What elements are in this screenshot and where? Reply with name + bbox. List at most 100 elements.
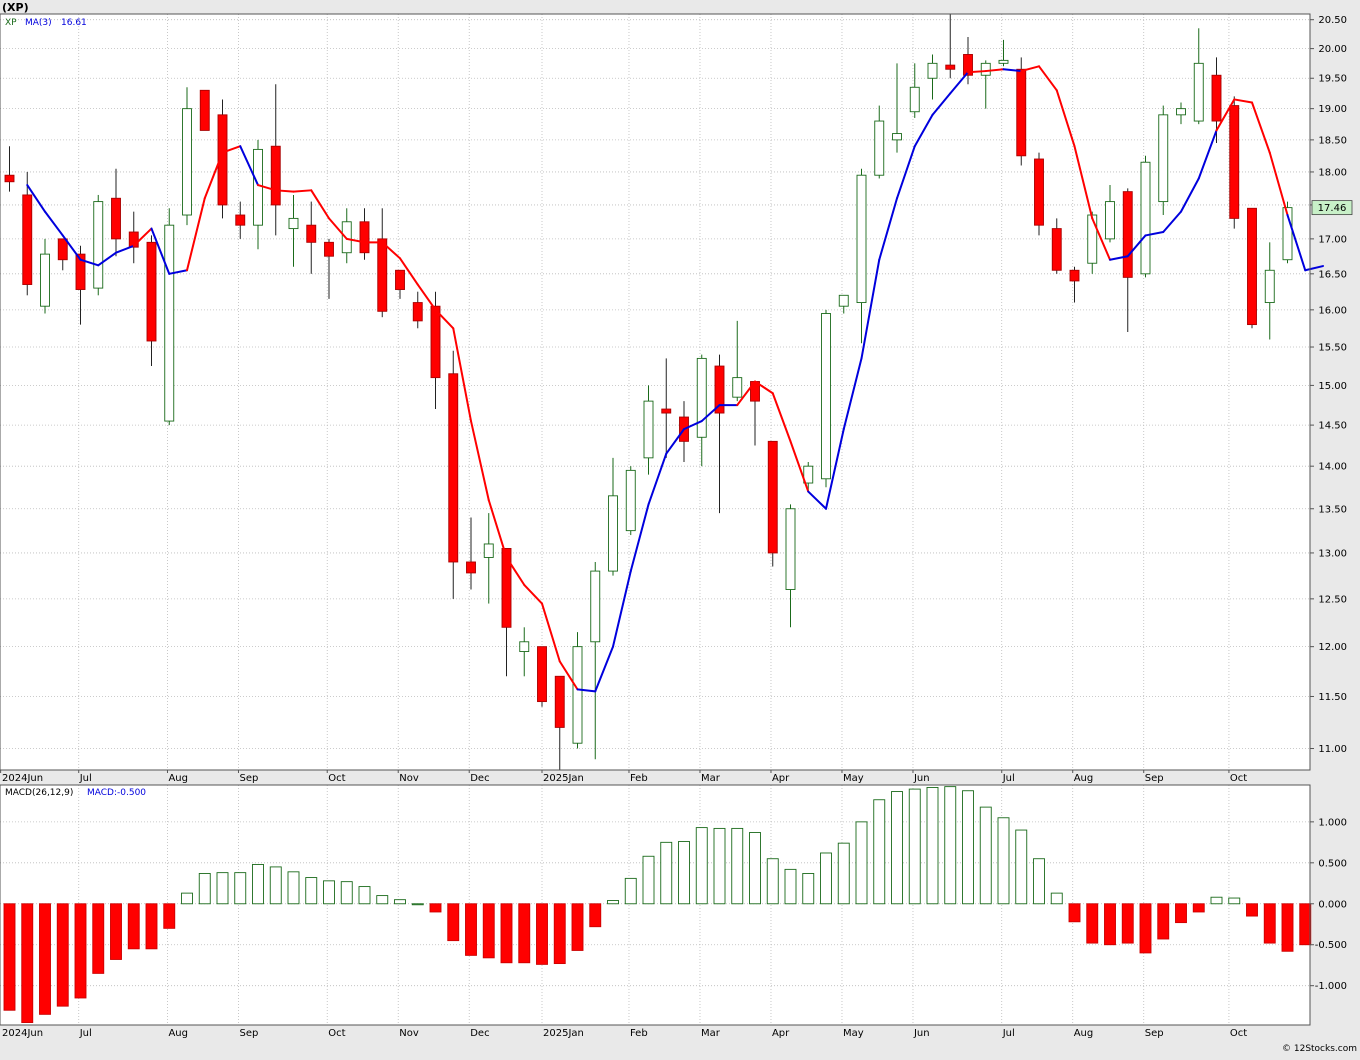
ma-segment <box>239 145 259 187</box>
candle-body <box>1140 161 1151 275</box>
candle <box>838 294 849 314</box>
ma-segment <box>44 210 64 237</box>
ma-segment <box>896 145 916 200</box>
candle <box>1229 96 1240 229</box>
macd-bar <box>92 903 105 974</box>
price-grid <box>0 14 1310 770</box>
x-tick-label: Nov <box>399 1028 419 1039</box>
macd-bar <box>340 881 353 905</box>
macd-bar <box>944 786 957 905</box>
price-y-axis: 20.5020.0019.5019.0018.5018.0017.5017.00… <box>1310 15 1347 755</box>
macd-bar <box>749 832 761 905</box>
candle-body <box>945 64 956 70</box>
ma-segment <box>168 269 188 275</box>
candle-body <box>892 133 902 141</box>
macd-bar <box>269 866 282 905</box>
candle-body <box>483 543 494 558</box>
chart-title: (XP) <box>2 1 29 14</box>
macd-tick-label: -0.500 <box>1315 940 1347 951</box>
macd-x-axis: 2024Jun Jul Aug Sep Oct Nov Dec 2025Jan Feb Mar Ap… <box>2 1028 1247 1039</box>
candle <box>483 513 494 604</box>
ma-segment <box>132 227 153 247</box>
candle <box>57 238 68 271</box>
ma-segment <box>1020 65 1040 73</box>
x-tick-label: Dec <box>470 773 489 784</box>
ma-segment <box>683 420 703 431</box>
macd-bar <box>784 868 797 905</box>
macd-tick-label: -1.000 <box>1315 981 1347 992</box>
candle-body <box>856 174 867 304</box>
candle-body <box>980 62 991 76</box>
macd-bar <box>358 886 371 905</box>
candle-body <box>93 201 104 289</box>
macd-bar <box>1015 829 1028 905</box>
macd-bar <box>1104 903 1116 946</box>
ma-segment <box>328 217 348 240</box>
x-tick-label: Sep <box>1145 1028 1164 1039</box>
price-tick-label: 13.50 <box>1318 504 1347 515</box>
macd-bar <box>962 790 974 905</box>
candle <box>1158 105 1169 216</box>
ma-segment <box>807 490 827 510</box>
candle <box>1016 57 1027 166</box>
ma-segment <box>558 660 579 691</box>
macd-bar <box>39 903 51 1015</box>
price-tick-label: 16.00 <box>1318 305 1347 316</box>
x-tick-label: May <box>843 773 864 784</box>
x-tick-label: Apr <box>772 1028 790 1039</box>
candle-body <box>1069 269 1080 282</box>
last-price-box <box>1311 200 1353 216</box>
ma-segment <box>452 327 472 423</box>
ma-segment <box>310 189 330 220</box>
legend-ma: MA(3) <box>25 18 52 28</box>
candle <box>927 54 938 100</box>
candle-body <box>448 373 459 563</box>
candle-body <box>838 294 849 307</box>
macd-bar <box>500 903 513 964</box>
x-tick-label: Sep <box>1145 773 1164 784</box>
macd-bar <box>518 903 531 964</box>
macd-bar <box>802 873 815 905</box>
candle-body <box>128 231 139 248</box>
ma-segment <box>629 503 650 573</box>
candle-body <box>767 440 778 554</box>
ma-segment <box>1091 217 1111 261</box>
macd-bar <box>127 903 140 950</box>
x-tick-label: Aug <box>168 773 188 784</box>
candle-body <box>1247 207 1257 326</box>
x-tick-label: 2025Jan <box>543 773 584 784</box>
ma-segment <box>949 71 969 95</box>
x-tick-label: Dec <box>470 1028 489 1039</box>
macd-panel-border <box>0 784 1311 1026</box>
x-tick-label: Jul <box>79 773 92 784</box>
candle-body <box>998 59 1009 64</box>
candle-body <box>696 357 707 438</box>
candle-body <box>40 253 50 307</box>
candle-body <box>217 114 228 206</box>
ma-segment <box>754 380 774 395</box>
candle <box>288 194 299 267</box>
candle <box>909 63 920 118</box>
legend-ma-value: 16.61 <box>61 18 87 28</box>
macd-bar <box>713 827 726 905</box>
price-tick-label: 18.50 <box>1318 135 1347 146</box>
x-tick-label: Apr <box>772 773 790 784</box>
x-tick-label: Jun <box>913 1028 930 1039</box>
candle-body <box>554 675 565 728</box>
candle <box>306 201 317 274</box>
candle-body <box>927 62 938 79</box>
candle <box>821 309 831 488</box>
x-tick-label: Sep <box>239 1028 258 1039</box>
macd-bar <box>908 788 921 905</box>
candle <box>93 194 104 296</box>
ma-segment <box>612 570 632 648</box>
candle <box>1034 152 1044 236</box>
ma-segment <box>913 113 934 148</box>
candle-body <box>1087 214 1098 264</box>
macd-bar <box>447 903 460 942</box>
macd-bar <box>429 903 442 913</box>
candle <box>448 350 459 599</box>
candle <box>341 208 352 264</box>
macd-bar <box>855 821 868 905</box>
macd-bar <box>536 903 548 965</box>
